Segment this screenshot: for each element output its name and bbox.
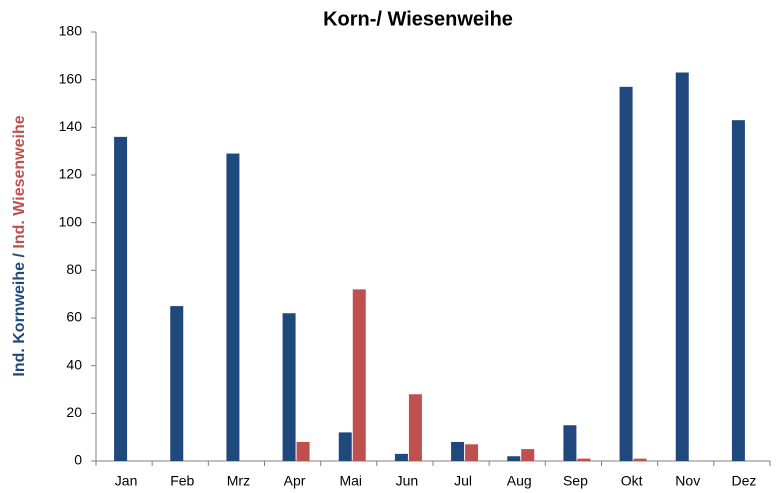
y-tick-label: 20 [66, 404, 82, 420]
bar [521, 449, 535, 461]
x-tick-label: Jan [115, 473, 138, 489]
x-tick-label: Feb [170, 473, 194, 489]
y-label-part: Ind. Wiesenweihe [11, 115, 28, 248]
x-tick-label: Dez [731, 473, 756, 489]
y-tick-label: 140 [59, 118, 83, 134]
x-tick-label: Jul [454, 473, 472, 489]
x-tick-label: Mrz [227, 473, 250, 489]
bar [296, 441, 310, 461]
chart-title: Korn-/ Wiesenweihe [323, 8, 513, 30]
y-axis-label: Ind. Kornweihe / Ind. Wiesenweihe [11, 115, 28, 376]
bar [114, 136, 128, 461]
y-tick-label: 80 [66, 261, 82, 277]
x-tick-label: Aug [507, 473, 532, 489]
bar [619, 86, 633, 462]
y-tick-label: 100 [59, 213, 83, 229]
y-tick-label: 0 [74, 452, 82, 468]
y-tick-label: 120 [59, 166, 83, 182]
y-tick-label: 60 [66, 309, 82, 325]
y-tick-label: 160 [59, 70, 83, 86]
bar [577, 458, 591, 461]
x-tick-label: Jun [396, 473, 419, 489]
bar [731, 120, 745, 461]
y-label-part: Ind. Kornweihe [11, 262, 28, 377]
bar [675, 72, 689, 462]
y-tick-label: 180 [59, 23, 83, 39]
bar [352, 289, 366, 461]
bar [451, 441, 465, 461]
bar [507, 456, 521, 461]
x-tick-label: Apr [284, 473, 306, 489]
bar [408, 394, 422, 461]
y-label-separator: / [11, 253, 28, 258]
bar [226, 153, 240, 462]
bar [338, 432, 352, 461]
y-tick-label: 40 [66, 356, 82, 372]
bar [394, 453, 408, 461]
bar [563, 425, 577, 461]
bar [170, 306, 184, 461]
x-tick-label: Okt [621, 473, 643, 489]
bar [633, 458, 647, 461]
x-tick-label: Sep [563, 473, 588, 489]
x-tick-label: Nov [675, 473, 700, 489]
bar [282, 313, 296, 461]
x-tick-label: Mai [339, 473, 362, 489]
bar [465, 444, 479, 461]
